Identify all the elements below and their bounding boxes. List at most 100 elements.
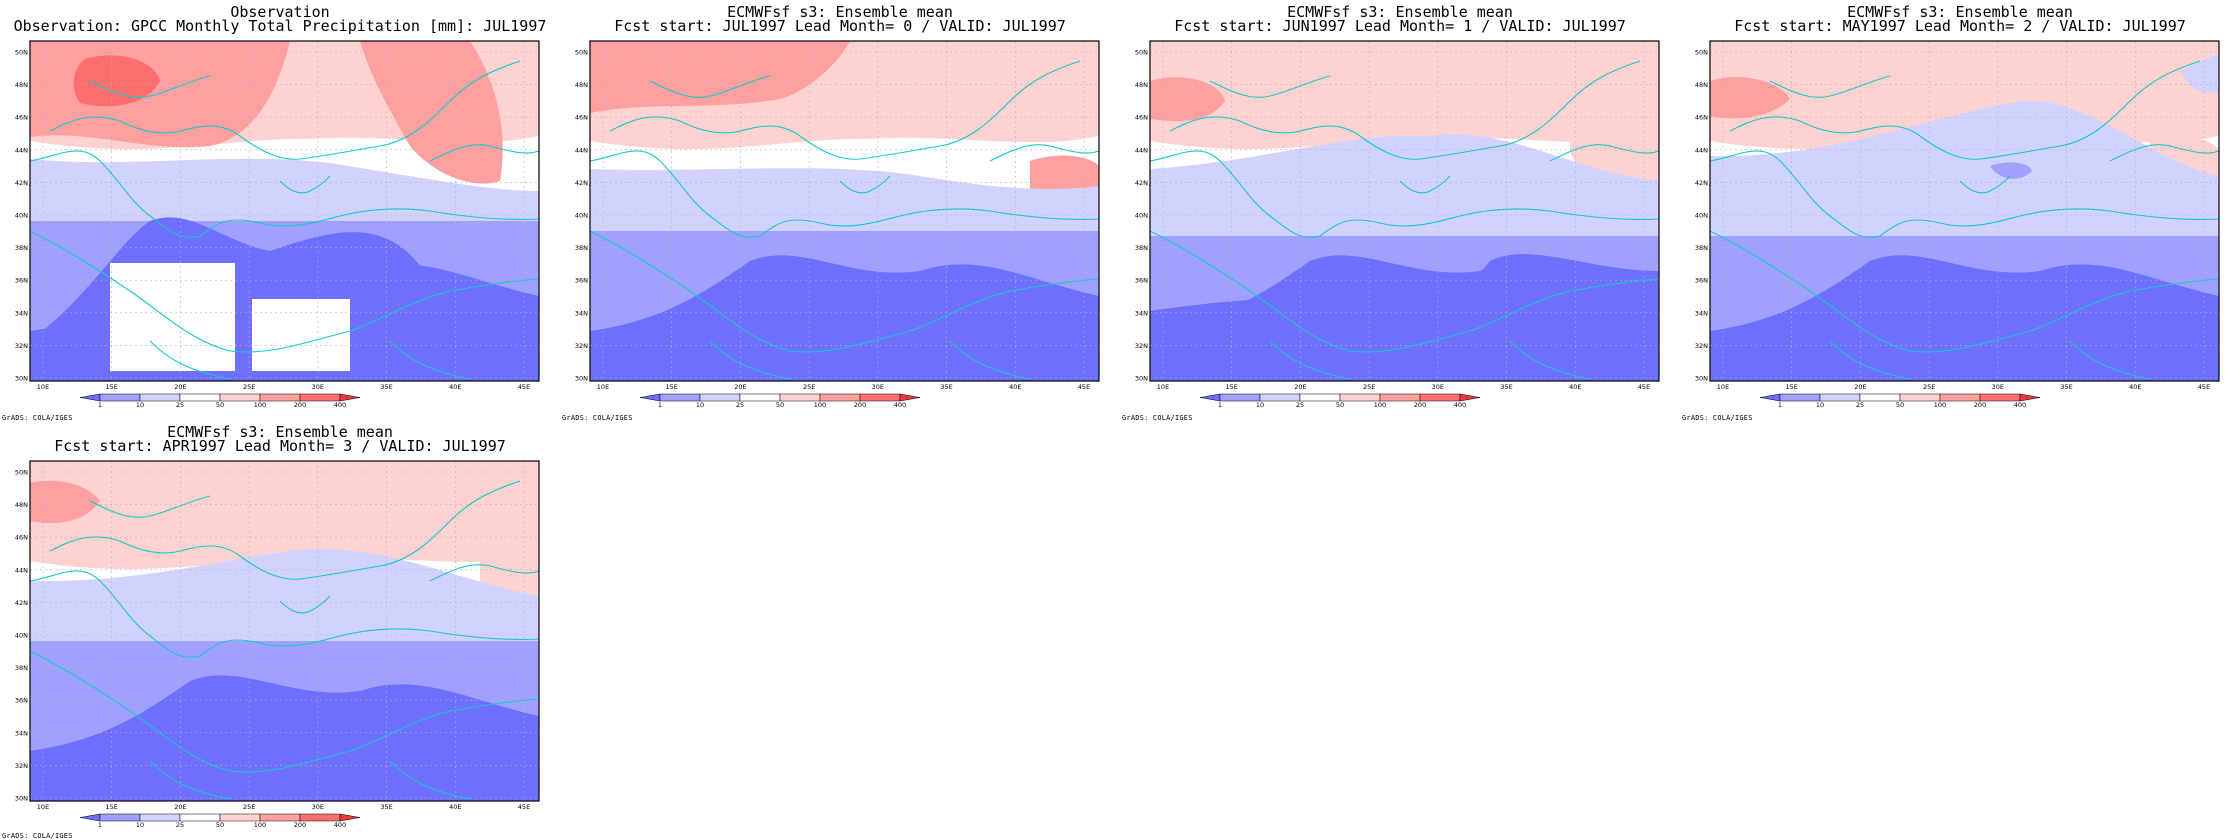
lon-tick-label: 10E (37, 803, 49, 811)
colorbar-tick-label: 100 (254, 401, 266, 409)
colorbar-tick-label: 25 (1296, 401, 1304, 409)
colorbar-segment (819, 393, 861, 402)
coastline (909, 278, 1100, 332)
colorbar-tick-label: 400 (1454, 401, 1466, 409)
lat-tick-label: 32N (1695, 342, 1708, 350)
colorbar-tick-label: 1 (1218, 401, 1222, 409)
colorbar-segment (1979, 393, 2021, 402)
coastline (759, 208, 1100, 237)
panel-subtitle: Fcst start: JUN1997 Lead Month= 1 / VALI… (1174, 17, 1626, 35)
lat-tick-label: 50N (15, 469, 28, 477)
coastline (2029, 278, 2220, 332)
lon-tick-label: 40E (449, 383, 461, 391)
shading-layer (589, 41, 1100, 381)
coastline (949, 340, 1031, 380)
lon-tick-label: 15E (1786, 383, 1798, 391)
coastline (349, 698, 540, 752)
lon-tick-label: 30E (872, 383, 884, 391)
precip-region-0 (30, 480, 100, 524)
colorbar-tick-label: 200 (294, 821, 306, 829)
lat-tick-label: 30N (575, 375, 588, 383)
coastline (239, 60, 521, 160)
lat-tick-label: 36N (1695, 277, 1708, 285)
colorbar-tick-label: 50 (216, 401, 224, 409)
colorbar: 1 10 25 50 100 200 400 (79, 813, 361, 829)
map-panel-lead-0: ECMWFsf s3: Ensemble mean Fcst start: JU… (560, 0, 1120, 422)
colorbar-segment (99, 813, 141, 822)
coastline (1319, 208, 1660, 237)
colorbar-arrow-right (339, 813, 361, 822)
lat-tick-label: 36N (575, 277, 588, 285)
precip-region-2 (1710, 100, 2219, 236)
coastline (799, 60, 1081, 160)
colorbar-tick-label: 25 (736, 401, 744, 409)
colorbar-arrow-left (639, 393, 661, 402)
colorbar-segment (1259, 393, 1301, 402)
precip-region-0 (590, 41, 850, 113)
colorbar-arrow-left (79, 393, 101, 402)
precipitation-map: 30N 32N 34N 36N 38N 40N 42N 44N 46N 48N 50N 10E 15E 2… (575, 40, 1100, 409)
colorbar-segment (779, 393, 821, 402)
colorbar-segment (699, 393, 741, 402)
coastline (429, 144, 540, 162)
grads-credit: GrADS: COLA/IGES (562, 414, 633, 422)
lon-tick-label: 20E (174, 803, 186, 811)
coastline (239, 480, 521, 580)
lat-tick-label: 46N (15, 534, 28, 542)
colorbar-tick-label: 10 (1816, 401, 1824, 409)
map-panel-lead-2: ECMWFsf s3: Ensemble mean Fcst start: MA… (1680, 0, 2240, 422)
colorbar-tick-label: 50 (776, 401, 784, 409)
colorbar-tick-label: 100 (1934, 401, 1946, 409)
coastlines (29, 480, 540, 800)
coastline (1399, 175, 1451, 194)
coastline (429, 564, 540, 582)
gridlines (590, 41, 1099, 381)
coastline (1879, 208, 2220, 237)
colorbar: 1 10 25 50 100 200 400 (1759, 393, 2041, 409)
lon-tick-label: 35E (380, 803, 392, 811)
coastline (29, 650, 351, 773)
colorbar-tick-label: 400 (894, 401, 906, 409)
map-frame (1709, 40, 2220, 382)
lat-tick-label: 44N (15, 146, 28, 154)
lat-tick-label: 44N (1135, 146, 1148, 154)
lat-tick-label: 50N (575, 49, 588, 57)
gridlines (30, 461, 539, 801)
colorbar-segment (859, 393, 901, 402)
lon-tick-label: 45E (1638, 383, 1650, 391)
precip-band-0 (1150, 41, 1659, 150)
coastline (589, 230, 911, 353)
grads-credit: GrADS: COLA/IGES (2, 414, 73, 422)
colorbar-tick-label: 50 (1336, 401, 1344, 409)
precip-region-2 (590, 168, 1099, 231)
colorbar-segment (1819, 393, 1861, 402)
lat-tick-label: 38N (15, 664, 28, 672)
lon-tick-label: 25E (243, 803, 255, 811)
coastline (1149, 230, 1471, 353)
panel-subtitle: Fcst start: JUL1997 Lead Month= 0 / VALI… (614, 17, 1066, 35)
colorbar-segment (179, 813, 221, 822)
lat-tick-label: 34N (575, 309, 588, 317)
grads-credit: GrADS: COLA/IGES (1682, 414, 1753, 422)
lon-tick-label: 30E (1992, 383, 2004, 391)
colorbar-segment (739, 393, 781, 402)
lon-tick-label: 30E (1432, 383, 1444, 391)
colorbar-tick-label: 10 (136, 401, 144, 409)
coastline (1269, 340, 1351, 380)
lon-tick-label: 10E (37, 383, 49, 391)
lon-tick-label: 15E (1226, 383, 1238, 391)
panel-title: ECMWFsf s3: Ensemble mean (727, 3, 953, 21)
shading-layer (1709, 41, 2220, 381)
coastline (199, 628, 540, 657)
colorbar-segment (1859, 393, 1901, 402)
colorbar-tick-label: 1 (98, 401, 102, 409)
coastline (279, 595, 331, 614)
colorbar-segment (1299, 393, 1341, 402)
lat-tick-label: 32N (15, 762, 28, 770)
colorbar-segment (1419, 393, 1461, 402)
coastline (29, 150, 201, 238)
lat-tick-label: 42N (575, 179, 588, 187)
colorbar-tick-label: 400 (334, 401, 346, 409)
lat-tick-label: 44N (15, 566, 28, 574)
colorbar-tick-label: 100 (814, 401, 826, 409)
